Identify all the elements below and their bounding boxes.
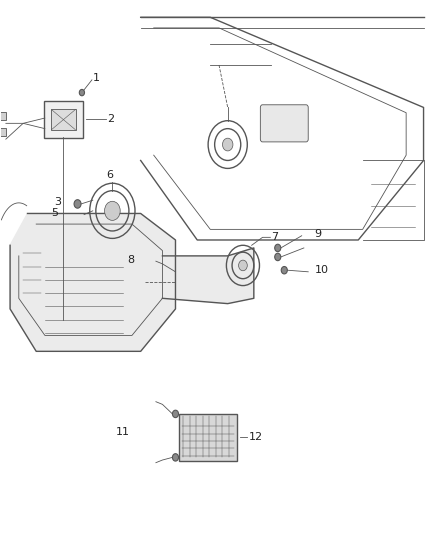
Text: 5: 5 (51, 208, 58, 219)
Circle shape (74, 200, 81, 208)
Circle shape (173, 454, 179, 461)
Text: 7: 7 (271, 232, 279, 243)
Circle shape (105, 201, 120, 220)
Circle shape (275, 244, 281, 252)
Text: 1: 1 (93, 73, 100, 83)
FancyBboxPatch shape (0, 127, 6, 135)
Circle shape (223, 138, 233, 151)
Text: 9: 9 (315, 229, 322, 239)
Text: 12: 12 (249, 432, 263, 442)
Circle shape (281, 266, 287, 274)
Text: 6: 6 (106, 171, 113, 180)
Circle shape (173, 410, 179, 418)
FancyBboxPatch shape (260, 105, 308, 142)
FancyBboxPatch shape (179, 414, 237, 461)
Text: 10: 10 (315, 265, 329, 275)
Text: 11: 11 (116, 427, 130, 437)
FancyBboxPatch shape (44, 101, 83, 138)
Text: 2: 2 (107, 114, 114, 124)
Text: 3: 3 (54, 197, 61, 207)
FancyBboxPatch shape (51, 109, 76, 130)
Circle shape (79, 90, 85, 96)
Polygon shape (10, 214, 176, 351)
FancyBboxPatch shape (0, 112, 6, 119)
Circle shape (275, 253, 281, 261)
Circle shape (239, 260, 247, 271)
Text: 8: 8 (127, 255, 134, 264)
Polygon shape (162, 248, 254, 304)
